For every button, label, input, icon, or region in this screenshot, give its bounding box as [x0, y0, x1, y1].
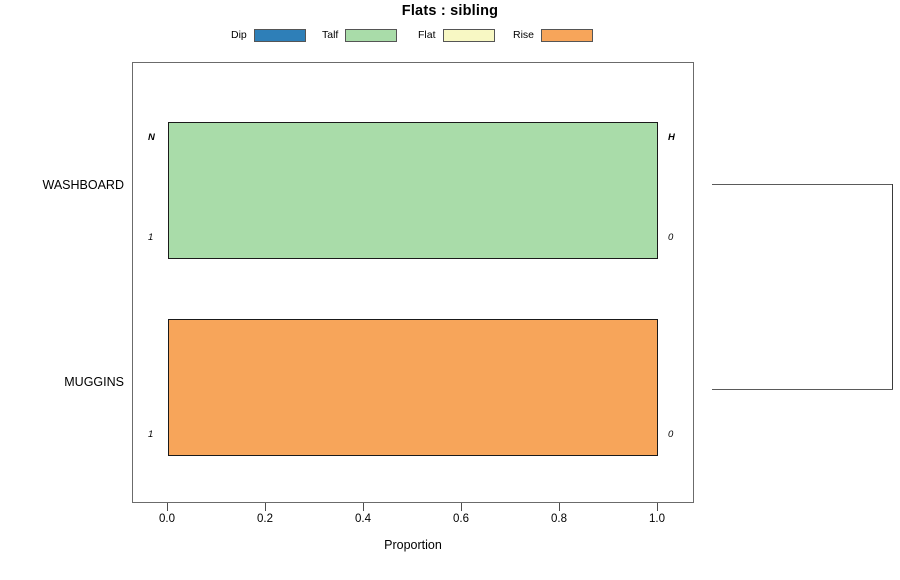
legend-swatch-dip	[253, 28, 306, 42]
x-tick-mark-1	[265, 503, 266, 511]
legend-label-rise: Rise	[513, 28, 535, 41]
bar-muggins-rise[interactable]	[168, 319, 658, 456]
chart-title: Flats : sibling	[401, 3, 499, 19]
x-axis: 0.0 0.2 0.4 0.6 0.8 1.0 Proportion	[132, 503, 694, 563]
x-tick-label-3: 0.6	[453, 513, 469, 525]
legend-entry-flat[interactable]: Flat	[418, 26, 495, 44]
annotation-washboard-top-right: H	[668, 132, 675, 143]
legend-label-talf: Talf	[322, 28, 339, 41]
legend-entry-talf[interactable]: Talf	[322, 26, 398, 44]
legend-entry-dip[interactable]: Dip	[231, 26, 306, 44]
legend: Dip Talf Flat Rise	[0, 26, 900, 44]
plot-panel: N H 1 0 1 0	[132, 62, 694, 503]
x-tick-mark-4	[559, 503, 560, 511]
residual-legend-bottom-edge	[712, 389, 893, 390]
x-tick-label-2: 0.4	[355, 513, 371, 525]
residual-legend-top-edge	[712, 184, 893, 185]
x-tick-label-1: 0.2	[257, 513, 273, 525]
x-tick-mark-2	[363, 503, 364, 511]
annotation-muggins-bottom-left: 1	[148, 429, 154, 440]
legend-entry-rise[interactable]: Rise	[513, 26, 594, 44]
residual-legend-right-edge	[892, 184, 893, 390]
x-tick-label-5: 1.0	[649, 513, 665, 525]
annotation-washboard-bottom-left: 1	[148, 232, 154, 243]
legend-label-flat: Flat	[418, 28, 436, 41]
legend-swatch-rise	[541, 28, 594, 42]
annotation-washboard-top-left: N	[148, 132, 155, 143]
row-label-muggins: MUGGINS	[64, 375, 124, 389]
x-axis-title: Proportion	[384, 538, 442, 552]
row-label-washboard: WASHBOARD	[42, 178, 125, 192]
legend-swatch-talf	[345, 28, 398, 42]
x-tick-mark-5	[657, 503, 658, 511]
residual-shading-legend	[712, 184, 893, 390]
legend-swatch-flat	[442, 28, 495, 42]
annotation-muggins-bottom-right: 0	[668, 429, 674, 440]
bar-washboard-talf[interactable]	[168, 122, 658, 259]
x-tick-mark-3	[461, 503, 462, 511]
x-tick-mark-0	[167, 503, 168, 511]
x-tick-label-4: 0.8	[551, 513, 567, 525]
legend-label-dip: Dip	[231, 28, 247, 41]
x-tick-label-0: 0.0	[159, 513, 175, 525]
annotation-washboard-bottom-right: 0	[668, 232, 674, 243]
